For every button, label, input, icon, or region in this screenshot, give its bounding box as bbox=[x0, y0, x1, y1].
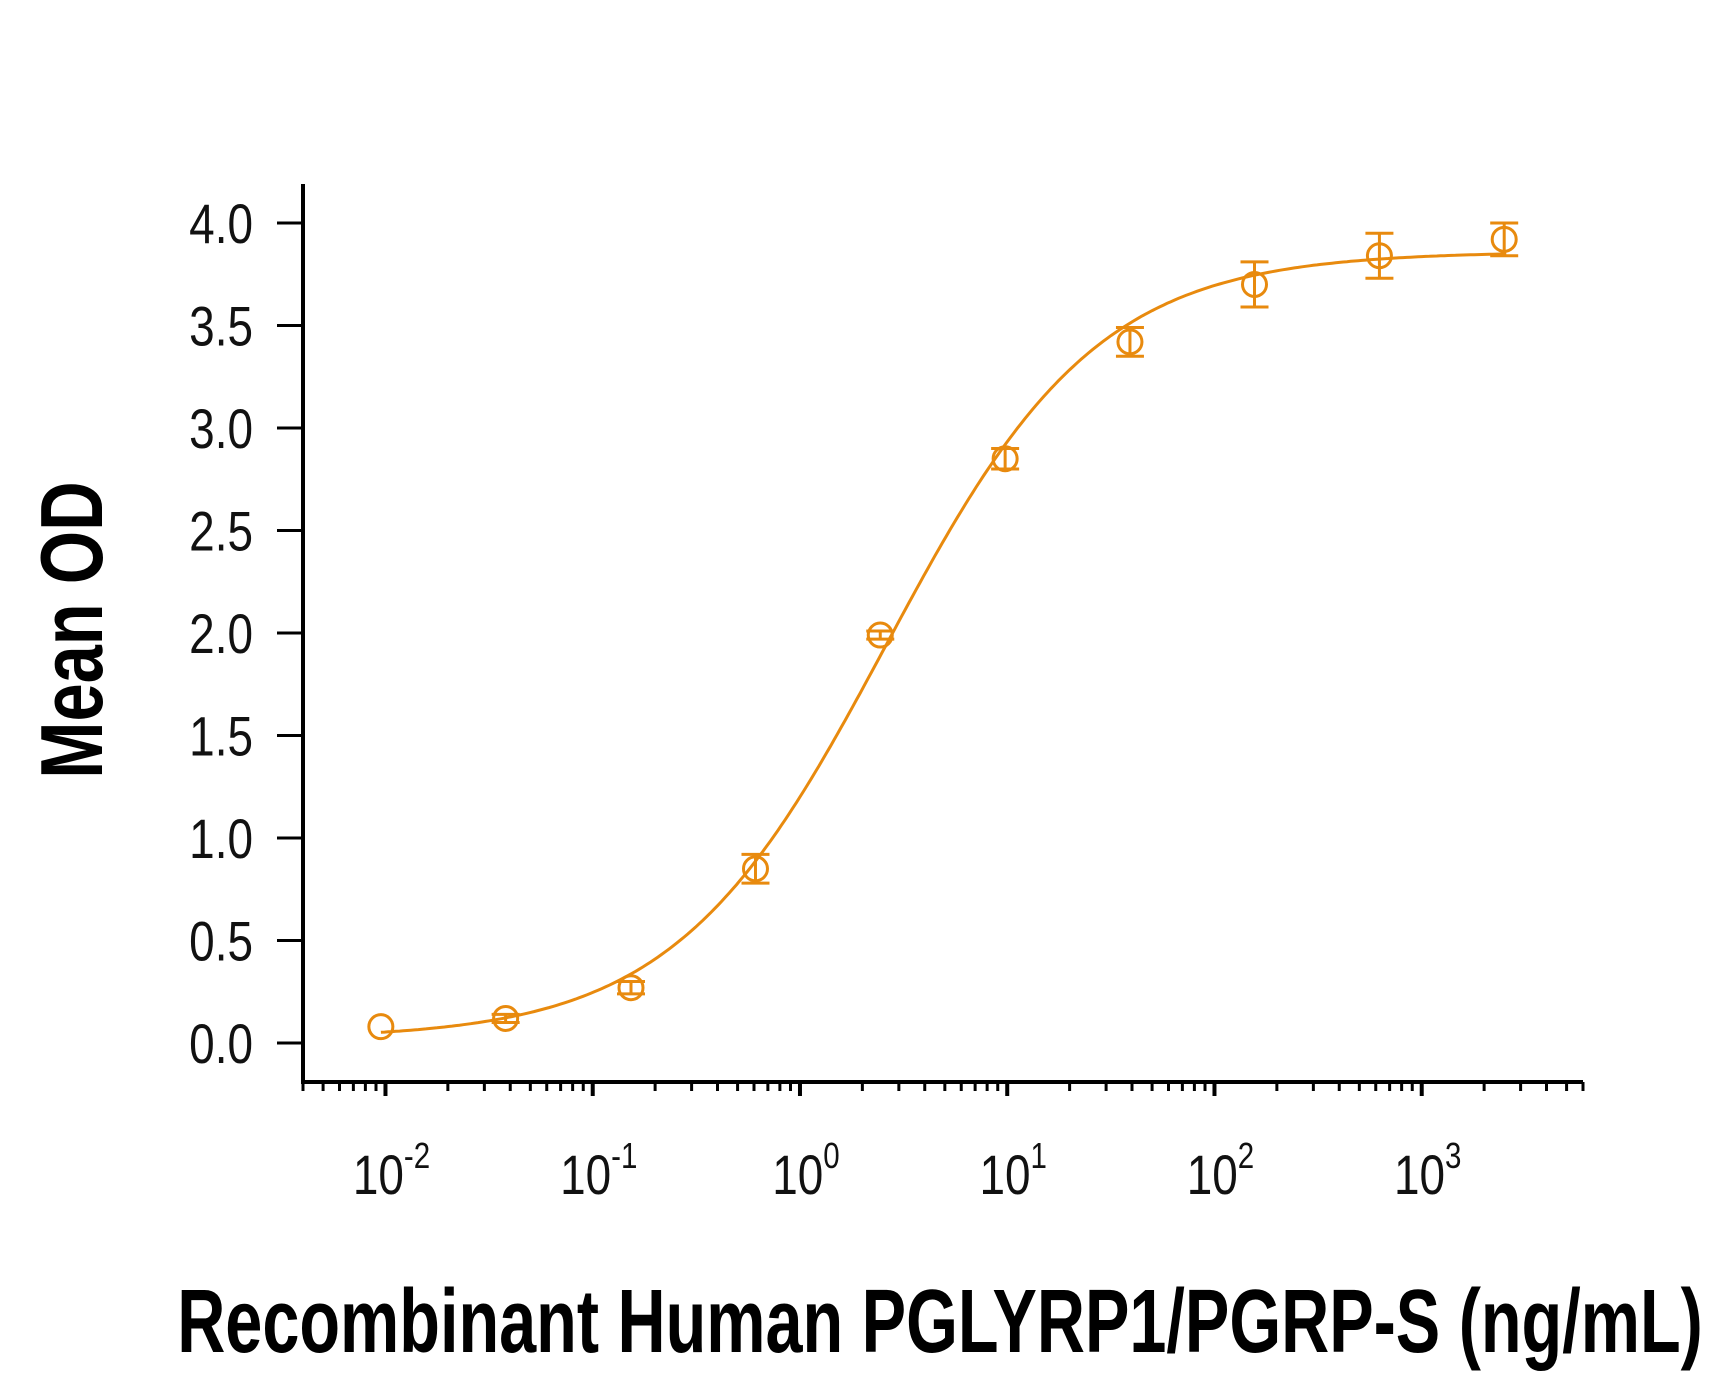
data-marker bbox=[741, 855, 769, 883]
y-tick-label: 3.0 bbox=[189, 398, 253, 460]
fit-curve bbox=[380, 252, 1507, 1034]
x-tick-label-base: 10 bbox=[1187, 1144, 1238, 1206]
x-tick-label-base: 10 bbox=[560, 1144, 611, 1206]
data-marker bbox=[1116, 328, 1144, 356]
data-point bbox=[1240, 260, 1269, 309]
data-point bbox=[1490, 221, 1519, 258]
data-marker bbox=[492, 1004, 520, 1032]
data-marker bbox=[367, 1013, 395, 1041]
y-tick-label: 1.0 bbox=[189, 808, 253, 870]
data-marker bbox=[866, 621, 894, 649]
data-point bbox=[491, 1004, 520, 1032]
data-point bbox=[617, 974, 646, 1002]
fit-curve-layer bbox=[380, 252, 1507, 1034]
data-point bbox=[367, 1013, 395, 1041]
x-tick-label-base: 10 bbox=[353, 1144, 404, 1206]
x-tick-label-exponent: -1 bbox=[611, 1135, 637, 1175]
y-tick-label: 2.0 bbox=[189, 603, 253, 665]
x-tick-label-base: 10 bbox=[772, 1144, 823, 1206]
data-marker bbox=[617, 974, 645, 1002]
x-tick-label-exponent: 1 bbox=[1031, 1135, 1047, 1175]
x-tick-label: 102 bbox=[1187, 1135, 1254, 1206]
x-tick-label: 100 bbox=[772, 1135, 839, 1206]
data-points-layer bbox=[367, 221, 1519, 1041]
data-point bbox=[1115, 326, 1144, 358]
y-tick-label: 0.5 bbox=[189, 910, 253, 972]
x-tick-label: 101 bbox=[979, 1135, 1046, 1206]
y-tick-label: 1.5 bbox=[189, 705, 253, 767]
x-tick-label-exponent: -2 bbox=[404, 1135, 430, 1175]
y-axis-title: Mean OD bbox=[23, 481, 121, 778]
x-tick-label-exponent: 3 bbox=[1445, 1135, 1461, 1175]
axes: 0.00.51.01.52.02.53.03.54.010-2 10-1 100 10… bbox=[189, 184, 1585, 1206]
x-tick-label-base: 10 bbox=[1394, 1144, 1445, 1206]
data-point bbox=[991, 445, 1020, 473]
data-point bbox=[741, 852, 770, 885]
data-marker bbox=[991, 445, 1019, 473]
x-tick-label: 10-2 bbox=[353, 1135, 430, 1206]
data-point bbox=[1365, 231, 1394, 280]
data-marker bbox=[1241, 270, 1269, 298]
y-tick-label: 2.5 bbox=[189, 500, 253, 562]
x-axis-title: Recombinant Human PGLYRP1/PGRP-S (ng/mL) bbox=[177, 1270, 1703, 1371]
x-tick-label-exponent: 0 bbox=[823, 1135, 839, 1175]
x-tick-label-base: 10 bbox=[979, 1144, 1030, 1206]
data-point bbox=[866, 621, 895, 649]
y-tick-label: 4.0 bbox=[189, 193, 253, 255]
data-marker bbox=[1490, 225, 1518, 253]
y-tick-label: 3.5 bbox=[189, 295, 253, 357]
x-tick-label: 103 bbox=[1394, 1135, 1461, 1206]
x-tick-label: 10-1 bbox=[560, 1135, 637, 1206]
x-tick-label-exponent: 2 bbox=[1238, 1135, 1254, 1175]
y-tick-label: 0.0 bbox=[189, 1013, 253, 1075]
data-marker bbox=[1365, 242, 1393, 270]
